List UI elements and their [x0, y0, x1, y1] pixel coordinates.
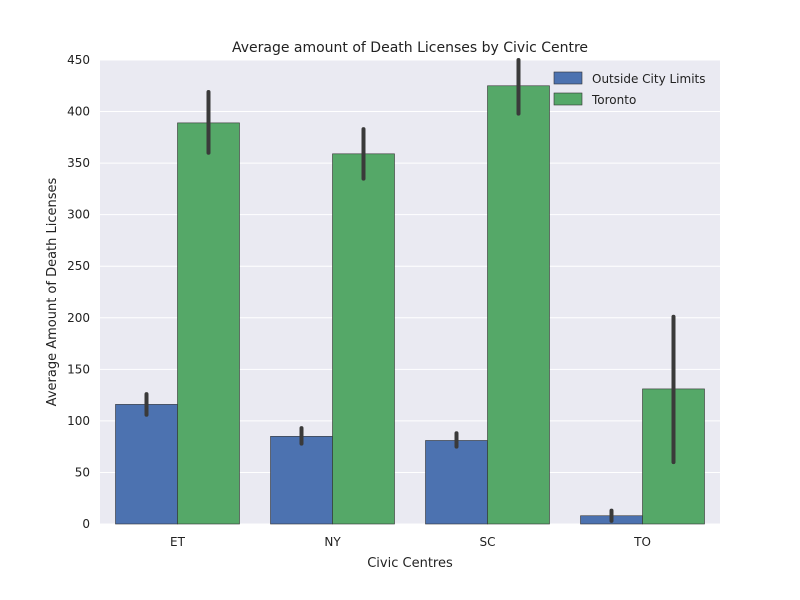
y-tick-label: 300: [67, 208, 90, 222]
x-axis-title: Civic Centres: [367, 556, 453, 571]
legend-label: Outside City Limits: [592, 72, 706, 86]
y-tick-label: 350: [67, 156, 90, 170]
bars: [115, 85, 705, 525]
y-tick-label: 100: [67, 414, 90, 428]
bar-ny-outside-city-limits: [270, 436, 333, 525]
legend-swatch: [553, 71, 583, 85]
y-tick-label: 250: [67, 259, 90, 273]
error-bars: [144, 58, 676, 523]
bar-et-outside-city-limits: [115, 404, 178, 525]
x-tick-label: ET: [170, 535, 186, 549]
bar-et-toronto: [177, 122, 240, 525]
y-tick-label: 50: [75, 465, 90, 479]
legend: Outside City Limits Toronto: [553, 71, 706, 107]
y-tick-label: 150: [67, 362, 90, 376]
x-tick-label: SC: [480, 535, 496, 549]
x-tick-labels: ET NY SC TO: [170, 535, 651, 549]
y-tick-label: 400: [67, 105, 90, 119]
bar-ny-toronto: [332, 153, 395, 525]
chart-title: Average amount of Death Licenses by Civi…: [232, 40, 588, 56]
bar-sc-toronto: [487, 85, 550, 525]
x-tick-label: NY: [324, 535, 341, 549]
y-tick-label: 200: [67, 311, 90, 325]
bar-sc-outside-city-limits: [425, 440, 488, 525]
y-axis-title: Average Amount of Death Licenses: [45, 177, 60, 406]
y-tick-label: 0: [82, 517, 90, 531]
legend-swatch: [553, 92, 583, 106]
y-tick-label: 450: [67, 53, 90, 67]
x-tick-label: TO: [633, 535, 651, 549]
y-tick-labels: 0 50 100 150 200 250 300 350 400 450: [67, 53, 90, 531]
legend-label: Toronto: [591, 93, 636, 107]
